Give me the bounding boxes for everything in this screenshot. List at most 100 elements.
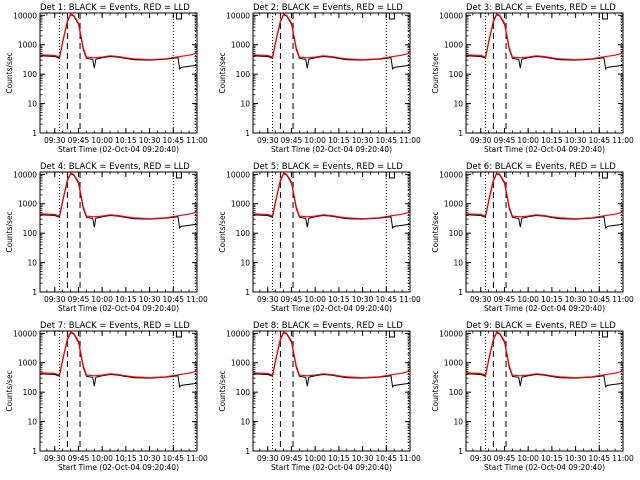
y-tick-label: 10000: [439, 170, 463, 179]
plot-frame: [465, 330, 624, 452]
plot-frame: [252, 171, 411, 293]
x-tick-label: 10:30: [352, 136, 374, 145]
y-tick-label: 1000: [444, 41, 463, 50]
y-tick-label: 1: [32, 447, 37, 456]
detector-panel: 1 10 100 1000 10000 09:30 09:45 10:00 10:15 10:30…: [431, 321, 634, 472]
y-tick-label: 10: [27, 418, 37, 427]
x-axis-label: Start Time (02-Oct-04 09:20:40): [484, 145, 605, 154]
plot-frame: [465, 12, 624, 134]
x-tick-label: 10:45: [162, 136, 184, 145]
lld-series-line: [466, 331, 623, 379]
x-tick-label: 11:00: [399, 136, 421, 145]
x-tick-label: 09:30: [470, 454, 492, 463]
y-axis-label: Counts/sec: [5, 52, 14, 93]
x-tick-label: 10:00: [91, 295, 113, 304]
y-axis-label: Counts/sec: [431, 370, 440, 411]
x-tick-label: 10:30: [352, 454, 374, 463]
detector-panel: 1 10 100 1000 10000 09:30 09:45 10:00 10:15 10:30…: [218, 3, 421, 154]
y-tick-label: 100: [449, 70, 464, 79]
plot-frame: [252, 12, 411, 134]
x-tick-label: 09:45: [494, 136, 516, 145]
lld-series-line: [40, 331, 197, 379]
y-tick-label: 10000: [13, 329, 37, 338]
plot-frame: [39, 330, 198, 452]
y-tick-label: 1: [32, 288, 37, 297]
y-tick-label: 100: [236, 229, 251, 238]
panel-title: Det 1: BLACK = Events, RED = LLD: [40, 3, 190, 13]
plot-frame: [39, 171, 198, 293]
y-tick-label: 10000: [226, 329, 250, 338]
marker-box: [388, 171, 395, 179]
x-tick-label: 11:00: [612, 454, 634, 463]
y-tick-label: 1000: [18, 359, 37, 368]
detector-panel: 1 10 100 1000 10000 09:30 09:45 10:00 10:15 10:30…: [218, 321, 421, 472]
x-tick-label: 10:00: [517, 136, 539, 145]
x-axis-label: Start Time (02-Oct-04 09:20:40): [271, 145, 392, 154]
y-axis-label: Counts/sec: [218, 370, 227, 411]
x-tick-label: 09:30: [257, 295, 279, 304]
x-tick-label: 10:45: [375, 454, 397, 463]
x-axis-label: Start Time (02-Oct-04 09:20:40): [484, 304, 605, 313]
x-tick-label: 10:45: [588, 295, 610, 304]
x-tick-label: 10:15: [328, 454, 350, 463]
lld-series-line: [253, 331, 410, 379]
lld-series-line: [466, 13, 623, 61]
detector-panel: 1 10 100 1000 10000 09:30 09:45 10:00 10:15 10:30…: [431, 162, 634, 313]
y-tick-label: 1: [245, 129, 250, 138]
y-tick-label: 1: [458, 288, 463, 297]
y-axis-label: Counts/sec: [431, 52, 440, 93]
y-axis-label: Counts/sec: [218, 52, 227, 93]
x-tick-label: 10:45: [588, 454, 610, 463]
lld-series-line: [253, 13, 410, 61]
x-tick-label: 10:45: [162, 295, 184, 304]
x-tick-label: 09:30: [257, 136, 279, 145]
y-tick-label: 1: [32, 129, 37, 138]
panel-title: Det 7: BLACK = Events, RED = LLD: [40, 321, 190, 331]
x-tick-label: 10:00: [304, 136, 326, 145]
marker-box: [175, 171, 182, 179]
x-tick-label: 11:00: [186, 295, 208, 304]
x-tick-label: 10:15: [115, 454, 137, 463]
y-tick-label: 10: [453, 418, 463, 427]
x-tick-label: 10:45: [588, 136, 610, 145]
lld-series-line: [40, 172, 197, 220]
y-tick-label: 1000: [231, 41, 250, 50]
x-tick-label: 09:45: [281, 454, 303, 463]
x-axis-label: Start Time (02-Oct-04 09:20:40): [271, 463, 392, 472]
y-tick-label: 1000: [18, 200, 37, 209]
x-tick-label: 11:00: [612, 295, 634, 304]
y-axis-label: Counts/sec: [5, 370, 14, 411]
y-tick-label: 10000: [439, 11, 463, 20]
x-tick-label: 09:30: [44, 454, 66, 463]
x-tick-label: 10:45: [375, 136, 397, 145]
marker-box: [601, 171, 608, 179]
marker-box: [388, 12, 395, 20]
x-tick-label: 10:15: [541, 295, 563, 304]
x-axis-label: Start Time (02-Oct-04 09:20:40): [58, 463, 179, 472]
detector-panel: 1 10 100 1000 10000 09:30 09:45 10:00 10:15 10:30…: [5, 162, 208, 313]
y-tick-label: 10000: [13, 11, 37, 20]
lld-series-line: [40, 13, 197, 61]
x-tick-label: 10:15: [328, 136, 350, 145]
x-tick-label: 09:30: [44, 295, 66, 304]
marker-box: [175, 12, 182, 20]
x-tick-label: 11:00: [186, 454, 208, 463]
x-tick-label: 10:45: [375, 295, 397, 304]
y-tick-label: 1: [245, 288, 250, 297]
y-tick-label: 100: [23, 229, 38, 238]
x-tick-label: 09:45: [494, 295, 516, 304]
x-tick-label: 10:00: [517, 295, 539, 304]
panel-title: Det 3: BLACK = Events, RED = LLD: [466, 3, 616, 13]
y-tick-label: 10000: [226, 11, 250, 20]
y-tick-label: 100: [449, 388, 464, 397]
x-tick-label: 09:30: [470, 295, 492, 304]
x-tick-label: 09:45: [494, 454, 516, 463]
panel-title: Det 5: BLACK = Events, RED = LLD: [253, 162, 403, 172]
x-axis-label: Start Time (02-Oct-04 09:20:40): [271, 304, 392, 313]
x-tick-label: 09:30: [257, 454, 279, 463]
x-tick-label: 11:00: [399, 295, 421, 304]
panel-title: Det 8: BLACK = Events, RED = LLD: [253, 321, 403, 331]
x-tick-label: 10:30: [139, 136, 161, 145]
y-tick-label: 10: [453, 100, 463, 109]
plot-frame: [39, 12, 198, 134]
